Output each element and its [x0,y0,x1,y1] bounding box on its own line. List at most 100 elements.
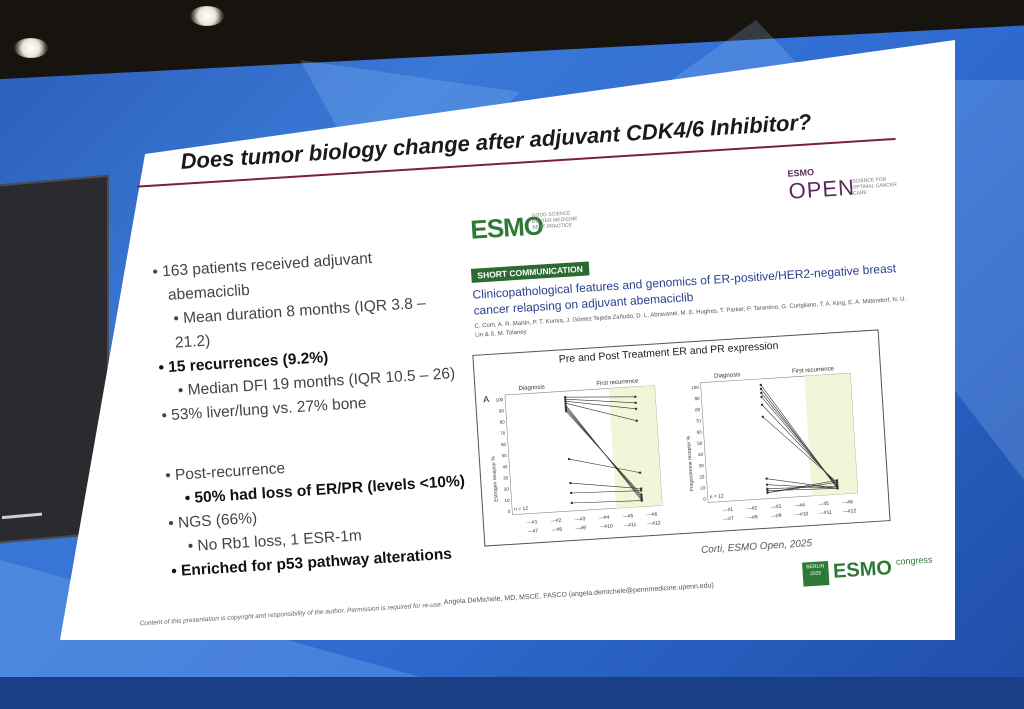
patient-line [565,396,636,398]
patient-point [835,483,839,486]
patient-point [564,399,567,403]
patient-point [640,497,643,500]
patient-line [767,480,837,493]
congress-mark: ESMO [832,557,893,583]
legend-entry: —#2 [746,505,757,512]
legend-entry: —#5 [623,513,634,520]
er-tick-label: 90 [499,408,505,413]
panel-label: A [483,394,490,404]
pr-tick-label: 40 [698,452,704,457]
legend-entry: —#10 [795,511,809,518]
patient-line [565,398,636,404]
patient-point [569,491,573,495]
legend-entry: —#11 [819,510,833,517]
legend-entry: —#3 [575,516,586,523]
patient-line [570,482,642,489]
patient-point [760,403,764,407]
patient-point [564,409,568,413]
patient-point [564,407,568,411]
er-tick-label: 30 [503,475,509,480]
er-tick-label: 20 [504,486,510,491]
er-legend: —#1 —#2 —#3 —#4 —#5 —#6 —#7 —#8 —#9 —#10 —#11 —#12 [527,512,661,535]
pr-tick-label: 20 [699,474,705,479]
legend-entry: —#6 [842,499,853,506]
pr-col-recurrence: First recurrence [792,366,835,375]
er-tick-label: 70 [500,431,506,436]
patient-line [565,402,637,422]
pr-tick-label: 30 [699,463,705,468]
legend-entry: —#7 [527,528,538,535]
patient-point [569,481,572,485]
esmo-logo-tagline: GOOD SCIENCE BETTER MEDICINE BEST PRACTI… [531,210,578,231]
legend-entry: —#9 [575,525,586,532]
legend-entry: —#5 [818,501,829,508]
patient-point [564,403,567,407]
patient-point [564,405,567,409]
pr-tick-label: 0 [703,497,706,502]
er-tick-label: 50 [502,453,508,458]
patient-point [766,491,769,494]
ceiling-spotlight [14,38,48,58]
patient-line [565,400,637,410]
pr-tick-label: 80 [695,407,701,412]
er-recurrence-shade [608,385,663,509]
pr-tick-label: 90 [694,396,700,401]
pr-tick-label: 50 [697,441,703,446]
pr-legend: —#1 —#2 —#3 —#4 —#5 —#6 —#7 —#8 —#9 —#10 —#11 —#12 [722,499,856,522]
er-tick-label: 40 [502,464,508,469]
patient-point [639,487,643,490]
er-tick-label: 0 [508,509,511,514]
patient-point [640,495,643,498]
patient-point [760,395,763,399]
ceiling-spotlight [190,6,224,26]
legend-entry: —#10 [599,523,613,530]
er-patient-lines [563,395,644,505]
esmo-open-logo: ESMO OPEN SCIENCE FOR OPTIMAL CANCER CAR… [787,165,897,205]
esmo-logo: ESMO GOOD SCIENCE BETTER MEDICINE BEST P… [470,209,578,249]
esmo-open-big: OPEN [787,174,856,204]
legend-entry: —#1 [527,519,538,526]
patient-point [765,477,768,480]
er-tick-label: 10 [504,498,510,503]
patient-point [765,483,769,486]
legend-entry: —#8 [551,527,562,534]
er-tick-label: 60 [501,442,507,447]
patient-point [759,383,762,387]
patient-point [564,401,567,405]
patient-point [640,493,643,496]
author-contact: Angela DeMichele, MD, MSCE, FASCO (angel… [443,582,715,607]
pr-tick-label: 70 [696,418,702,423]
patient-point [570,501,574,505]
pr-tick-label: 100 [691,385,699,390]
patient-point [638,471,642,474]
patient-point [640,499,644,502]
patient-line [565,410,642,495]
er-tick-label: 100 [496,397,504,402]
patient-point [635,419,638,422]
legend-entry: —#3 [770,504,781,511]
patient-point [563,395,567,399]
er-pr-figure: A Diagnosis First recurrence Estrogen re… [483,366,859,535]
patient-point [634,407,638,410]
pr-tick-label: 10 [700,485,706,490]
patient-point [639,489,643,492]
patient-point [634,401,637,404]
er-col-recurrence: First recurrence [596,379,639,388]
pr-patient-lines [759,383,839,494]
legend-entry: —#2 [551,518,562,525]
patient-line [569,458,641,473]
patient-point [567,457,571,461]
patient-line [571,500,642,504]
congress-badge: BERLIN 2025 [802,561,830,587]
er-n-label: n = 12 [514,506,529,513]
legend-entry: —#4 [794,502,805,509]
er-tick-label: 80 [499,419,505,424]
patient-point [836,485,839,488]
esmo-open-tagline: SCIENCE FOR OPTIMAL CANCER CARE [852,176,897,197]
patient-point [761,415,764,419]
pr-col-diagnosis: Diagnosis [714,372,741,380]
legend-entry: —#7 [723,516,734,523]
